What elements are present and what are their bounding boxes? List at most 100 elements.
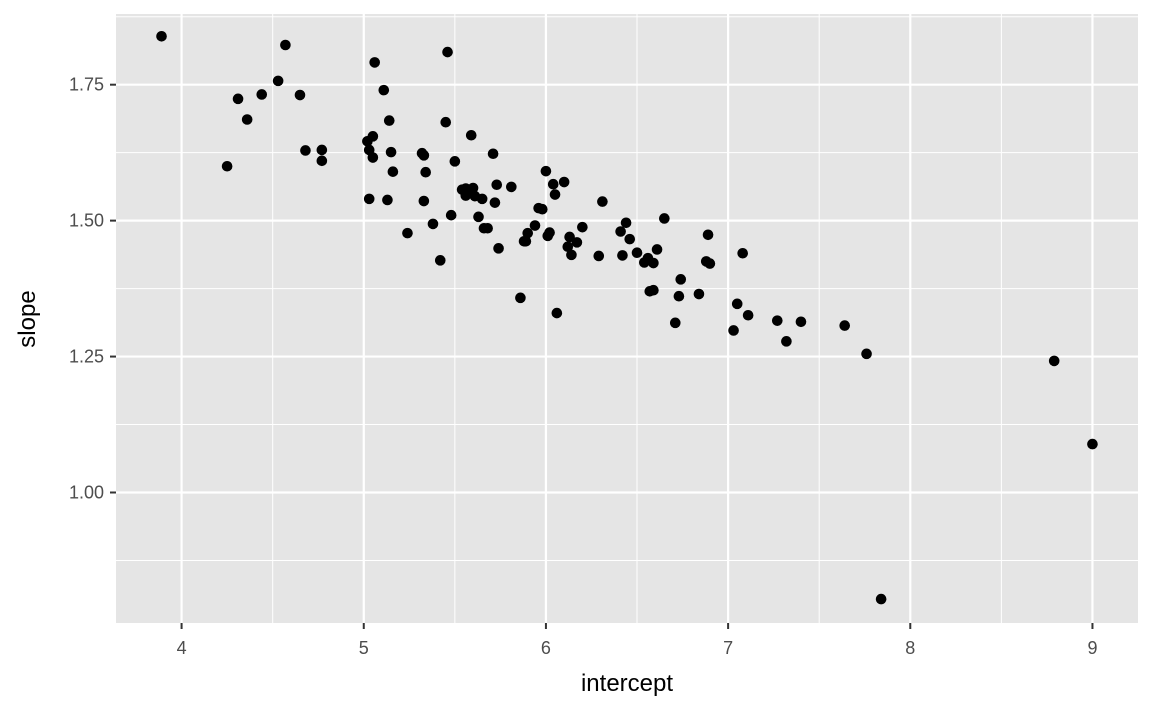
data-point bbox=[551, 307, 563, 319]
data-point bbox=[617, 250, 628, 261]
data-point bbox=[861, 348, 872, 360]
x-axis: 4 5 6 7 8 9 bbox=[177, 623, 1097, 658]
data-point bbox=[420, 166, 431, 178]
data-point bbox=[562, 241, 574, 253]
data-point bbox=[256, 89, 268, 100]
data-point bbox=[476, 193, 488, 205]
data-point bbox=[669, 317, 681, 329]
data-point bbox=[520, 235, 532, 247]
data-point bbox=[673, 290, 685, 302]
x-tick-label: 9 bbox=[1087, 638, 1097, 658]
data-point bbox=[549, 189, 561, 200]
minor-gridlines bbox=[116, 14, 1138, 623]
data-point bbox=[418, 150, 430, 161]
data-point bbox=[493, 243, 504, 254]
data-point bbox=[418, 195, 430, 207]
data-point bbox=[482, 222, 493, 234]
data-point bbox=[300, 145, 311, 156]
data-point bbox=[742, 309, 754, 321]
y-tick-label: 1.00 bbox=[69, 483, 104, 503]
data-point bbox=[506, 181, 517, 193]
data-points bbox=[156, 30, 1098, 605]
data-point bbox=[489, 197, 501, 208]
x-tick-label: 5 bbox=[359, 638, 369, 658]
data-point bbox=[473, 211, 484, 223]
data-point bbox=[385, 146, 397, 158]
data-point bbox=[367, 131, 379, 142]
data-point bbox=[875, 593, 887, 605]
data-point bbox=[387, 166, 399, 177]
data-point bbox=[651, 244, 663, 255]
y-tick-label: 1.50 bbox=[69, 211, 104, 231]
data-point bbox=[442, 46, 453, 58]
plot-panel bbox=[116, 14, 1138, 623]
data-point bbox=[465, 129, 477, 141]
data-point bbox=[449, 156, 461, 167]
x-axis-title: intercept bbox=[581, 670, 673, 697]
data-point bbox=[363, 193, 375, 205]
data-point bbox=[382, 194, 393, 206]
data-point bbox=[564, 231, 575, 243]
data-point bbox=[491, 179, 503, 191]
data-point bbox=[648, 257, 659, 269]
data-point bbox=[241, 114, 253, 125]
data-point bbox=[675, 274, 687, 285]
data-point bbox=[467, 182, 479, 194]
data-point bbox=[795, 316, 807, 328]
data-point bbox=[547, 178, 559, 190]
x-tick-label: 7 bbox=[723, 638, 733, 658]
data-point bbox=[648, 284, 659, 296]
data-point bbox=[440, 116, 452, 128]
data-point bbox=[367, 152, 379, 163]
data-point bbox=[294, 89, 306, 101]
data-point bbox=[1087, 438, 1098, 450]
data-point bbox=[536, 203, 548, 215]
data-point bbox=[402, 227, 413, 239]
data-point bbox=[1048, 355, 1060, 367]
data-point bbox=[156, 30, 167, 42]
data-point bbox=[445, 209, 457, 221]
data-point bbox=[839, 320, 850, 331]
data-point bbox=[702, 229, 714, 241]
data-point bbox=[781, 336, 792, 347]
data-point bbox=[515, 292, 526, 304]
data-point bbox=[369, 57, 380, 68]
data-point bbox=[232, 93, 244, 105]
data-point bbox=[615, 226, 626, 237]
data-point bbox=[316, 144, 328, 156]
data-point bbox=[558, 176, 570, 188]
data-point bbox=[571, 237, 583, 248]
data-point bbox=[631, 247, 643, 259]
x-tick-label: 4 bbox=[177, 638, 187, 658]
data-point bbox=[597, 196, 608, 207]
data-point bbox=[529, 220, 541, 231]
data-point bbox=[280, 39, 291, 51]
data-point bbox=[427, 218, 439, 230]
data-point bbox=[272, 75, 284, 87]
data-point bbox=[771, 315, 783, 326]
y-axis-title: slope bbox=[14, 290, 41, 347]
data-point bbox=[566, 249, 577, 261]
data-point bbox=[522, 227, 534, 239]
y-tick-label: 1.25 bbox=[69, 347, 104, 367]
data-point bbox=[731, 298, 743, 310]
data-point bbox=[659, 213, 670, 224]
data-point bbox=[577, 221, 588, 233]
data-point bbox=[434, 255, 446, 266]
data-point bbox=[544, 227, 555, 238]
data-point bbox=[693, 288, 705, 300]
data-point bbox=[728, 325, 739, 336]
data-point bbox=[593, 250, 605, 262]
data-point bbox=[704, 258, 716, 269]
y-axis: 1.00 1.25 1.50 1.75 bbox=[69, 75, 116, 503]
data-point bbox=[316, 155, 328, 167]
data-point bbox=[383, 115, 395, 126]
x-tick-label: 6 bbox=[541, 638, 551, 658]
data-point bbox=[737, 247, 748, 259]
data-point bbox=[487, 148, 499, 160]
data-point bbox=[221, 160, 233, 172]
data-point bbox=[378, 84, 390, 96]
y-tick-label: 1.75 bbox=[69, 75, 104, 95]
data-point bbox=[624, 233, 636, 245]
